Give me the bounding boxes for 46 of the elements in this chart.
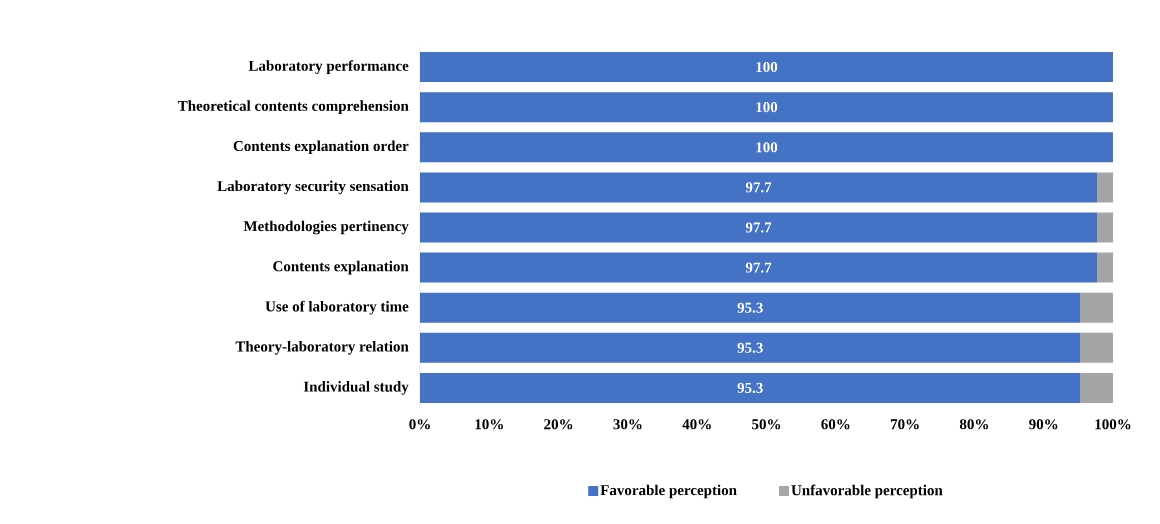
bar xyxy=(420,252,1098,283)
x-tick-label: 50% xyxy=(752,419,781,430)
y-tick-label: Laboratory security sensation xyxy=(217,180,409,195)
data-label: 97.7 xyxy=(745,262,772,273)
bar xyxy=(420,52,1113,83)
bar xyxy=(1080,332,1113,363)
x-tick-label: 30% xyxy=(613,419,642,430)
y-tick-label: Theoretical contents comprehension xyxy=(177,100,409,114)
x-tick-label: 20% xyxy=(544,419,573,430)
data-label: 100 xyxy=(756,142,778,153)
data-label: 95.3 xyxy=(737,302,763,313)
y-tick-label: Contents explanation order xyxy=(233,140,409,155)
y-tick-label: Methodologies pertinency xyxy=(243,220,409,235)
legend-label: Favorable perception xyxy=(600,484,737,499)
y-tick-label: Theory-laboratory relation xyxy=(235,341,409,355)
x-tick-label: 0% xyxy=(409,419,430,430)
bar xyxy=(420,292,1081,323)
x-tick-label: 10% xyxy=(475,419,503,430)
x-tick-label: 100% xyxy=(1095,419,1131,430)
data-label: 97.7 xyxy=(745,222,772,233)
x-tick-label: 60% xyxy=(821,419,850,430)
x-tick-label: 80% xyxy=(959,419,988,430)
y-tick-label: Individual study xyxy=(303,381,409,395)
data-label: 100 xyxy=(756,102,778,113)
x-tick-label: 40% xyxy=(682,419,711,430)
data-label: 95.3 xyxy=(737,382,763,394)
legend-label: Unfavorable perception xyxy=(791,484,943,499)
bar xyxy=(420,372,1081,403)
bar xyxy=(420,212,1098,243)
bar xyxy=(1080,292,1113,323)
bar xyxy=(1097,212,1113,243)
y-tick-label: Use of laboratory time xyxy=(265,300,409,315)
bar xyxy=(1097,252,1113,283)
data-label: 95.3 xyxy=(737,342,763,353)
data-label: 100 xyxy=(756,61,778,73)
y-tick-label: Laboratory performance xyxy=(248,60,409,74)
x-tick-label: 90% xyxy=(1029,419,1058,430)
data-label: 97.7 xyxy=(745,182,772,193)
bar xyxy=(420,332,1081,363)
bar xyxy=(420,132,1113,163)
x-tick-label: 70% xyxy=(890,419,919,430)
bar xyxy=(420,172,1098,203)
bar xyxy=(1080,372,1113,403)
y-tick-label: Contents explanation xyxy=(273,260,409,275)
bar xyxy=(420,92,1113,123)
bar xyxy=(1097,172,1113,203)
